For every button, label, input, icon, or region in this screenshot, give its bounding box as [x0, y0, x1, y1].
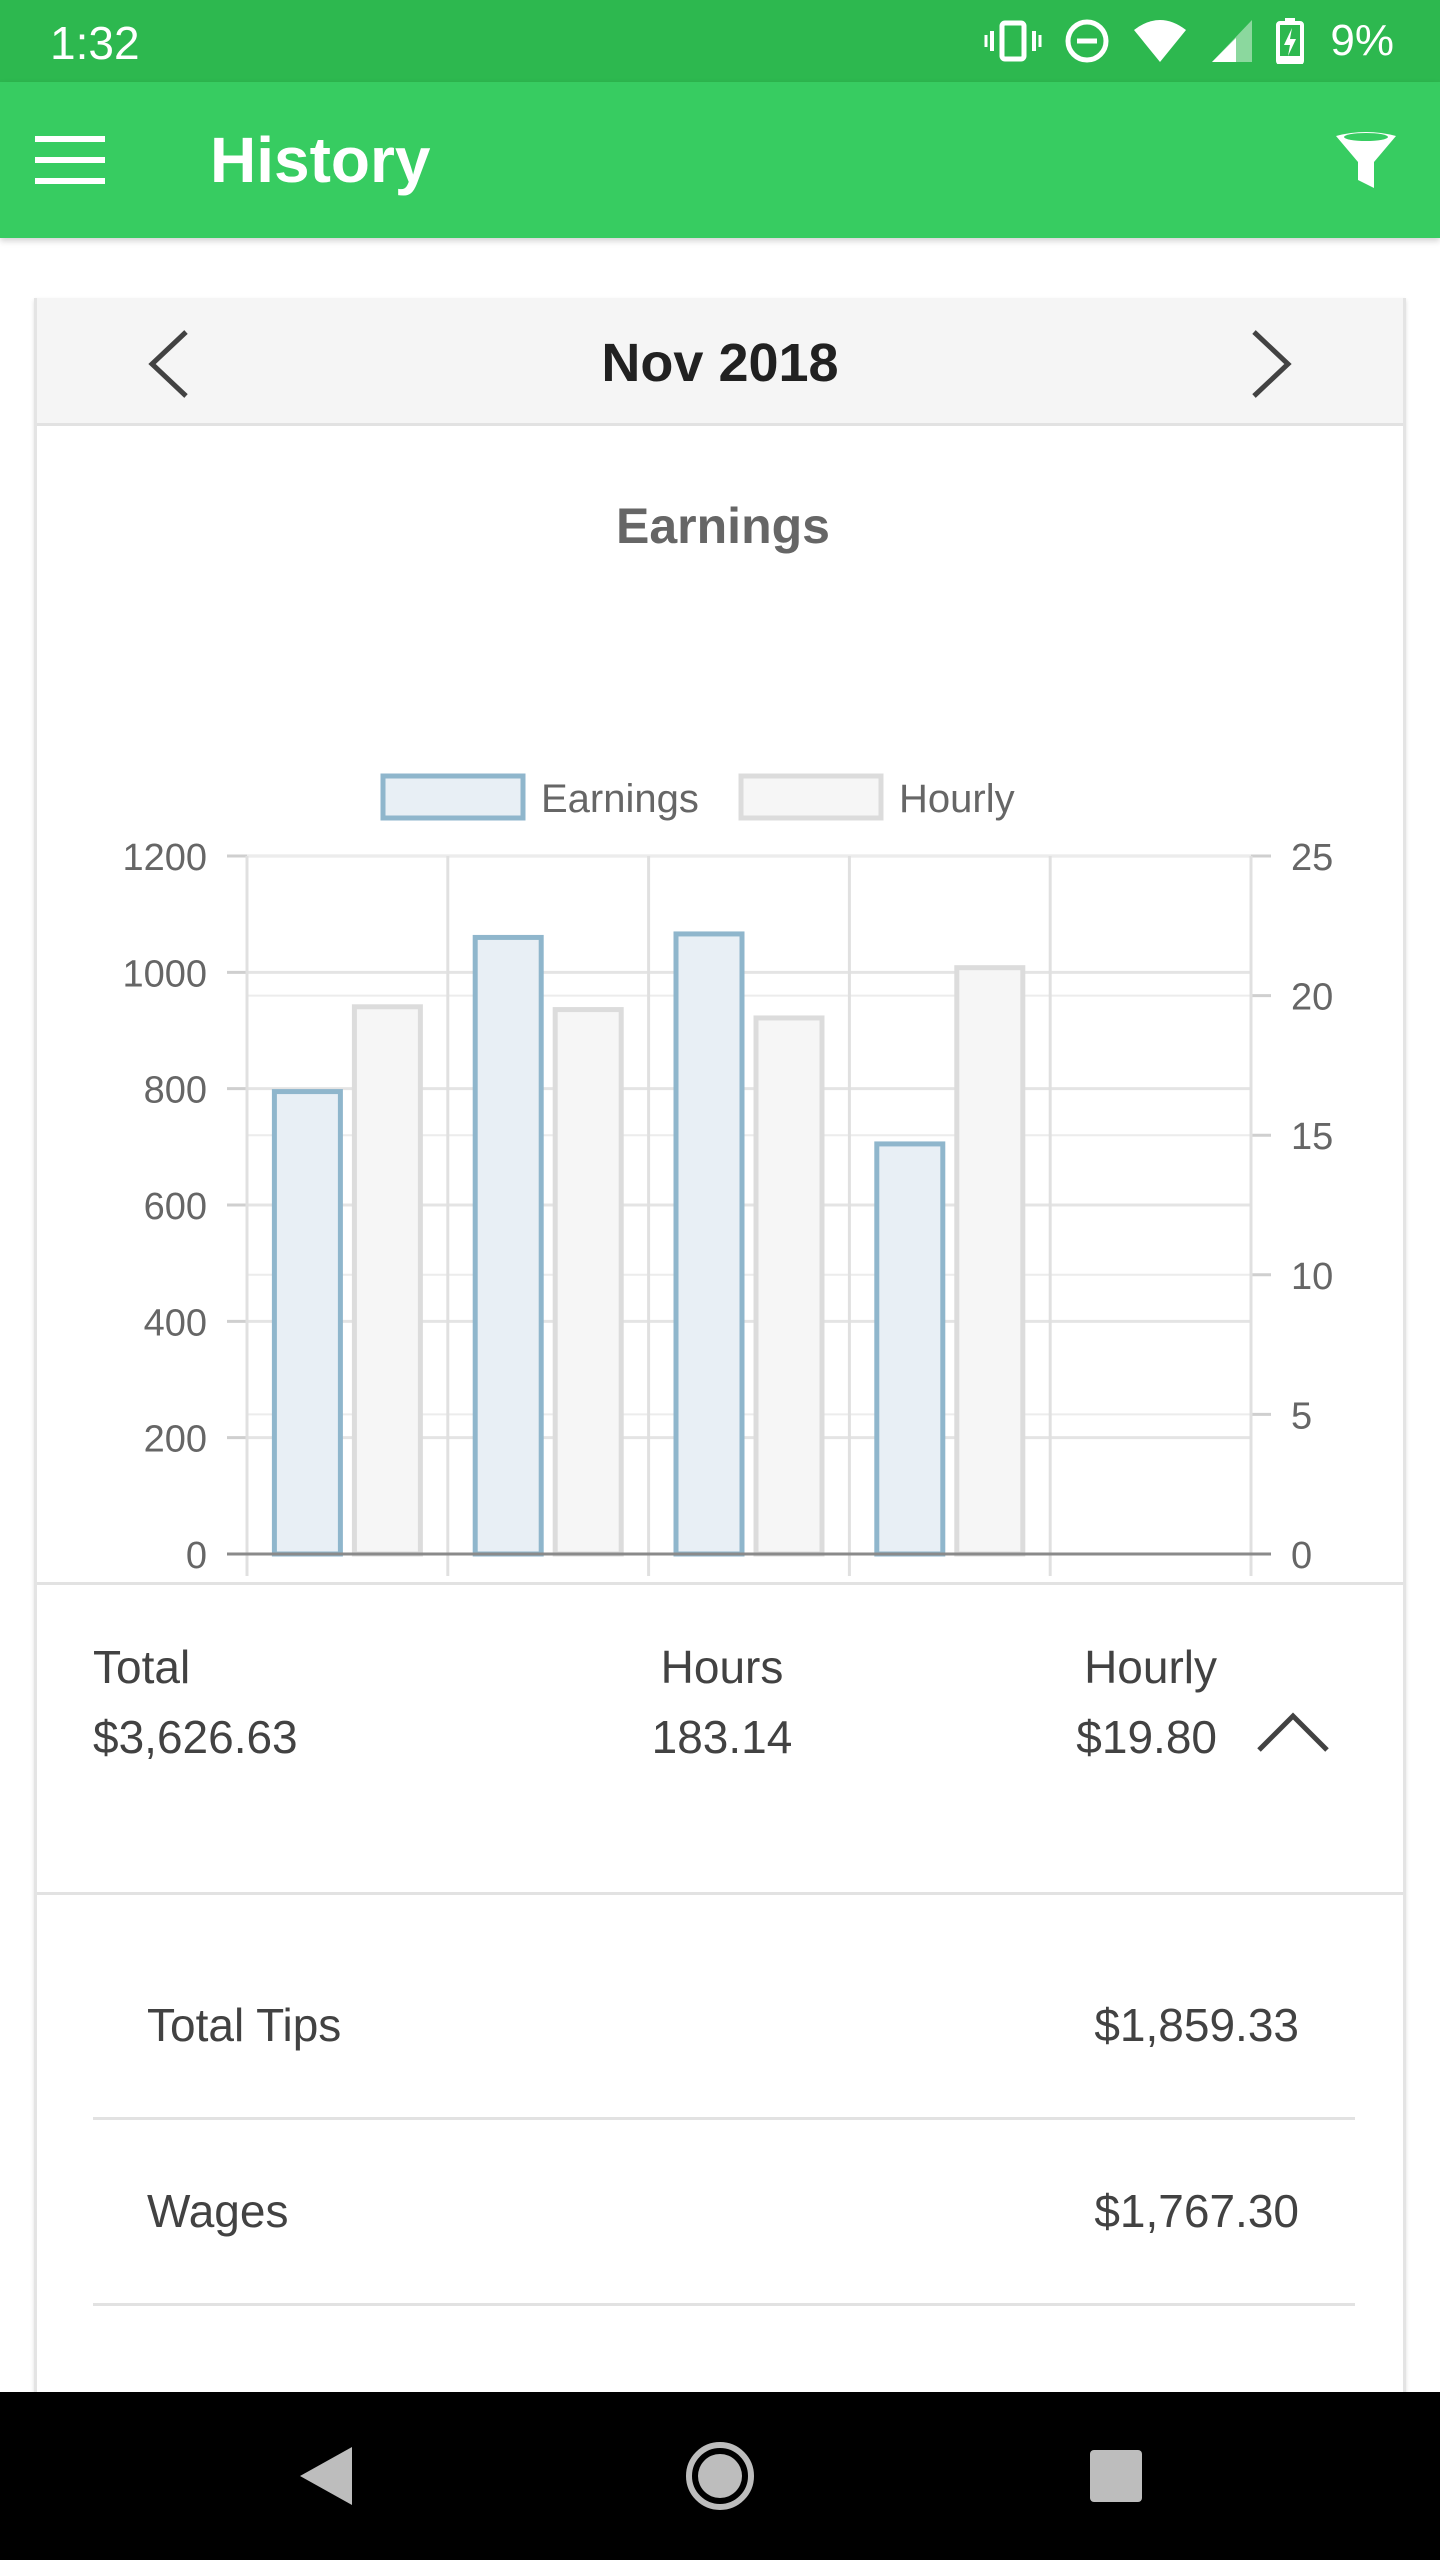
- y-right-tick-label: 20: [1291, 977, 1333, 1019]
- hourly-value: $19.80: [1076, 1711, 1217, 1763]
- bar-hourly[interactable]: [552, 1007, 624, 1557]
- y-left-tick-label: 400: [144, 1302, 207, 1344]
- chart-divider: [37, 1582, 1403, 1585]
- y-right-tick-label: 25: [1291, 837, 1333, 879]
- y-right-tick-label: 10: [1291, 1256, 1333, 1298]
- bar-earnings[interactable]: [673, 931, 745, 1557]
- breakdown-value: $1,859.33: [1094, 1999, 1299, 2051]
- y-right-tick-label: 0: [1291, 1535, 1312, 1577]
- breakdown-row-wages: Wages $1,767.30: [93, 2120, 1355, 2306]
- breakdown-value: $1,767.30: [1094, 2185, 1299, 2237]
- row-divider: [93, 2117, 1355, 2120]
- total-label: Total: [93, 1641, 191, 1693]
- total-value: $3,626.63: [93, 1711, 298, 1763]
- system-nav-bar: [0, 2392, 1440, 2560]
- home-icon: [686, 2442, 754, 2510]
- summary-divider: [37, 1892, 1403, 1895]
- legend-swatch-hourly: [738, 773, 884, 821]
- y-left-tick-label: 0: [186, 1535, 207, 1577]
- status-icons: 9%: [984, 16, 1394, 66]
- breakdown-label: Total Tips: [147, 1999, 342, 2051]
- battery-charging-icon: [1276, 18, 1305, 64]
- y-right-tick-label: 15: [1291, 1116, 1333, 1158]
- bar-hourly[interactable]: [753, 1015, 825, 1557]
- chevron-left-icon: [148, 330, 188, 398]
- y-left-tick-label: 600: [144, 1186, 207, 1228]
- legend-swatch-earnings: [380, 773, 526, 821]
- chart-title: Earnings: [616, 498, 830, 554]
- bar-earnings[interactable]: [271, 1089, 343, 1557]
- y-left-tick-label: 200: [144, 1419, 207, 1461]
- legend-label-earnings: Earnings: [541, 777, 699, 821]
- app-bar: History: [0, 82, 1440, 238]
- chart-axes: 020040060080010001200051015202510/2911/0…: [122, 837, 1333, 1577]
- do-not-disturb-icon: [1065, 19, 1109, 63]
- previous-month-button[interactable]: [123, 322, 213, 406]
- hours-value: 183.14: [651, 1711, 793, 1763]
- status-bar: 1:32: [0, 0, 1440, 82]
- chevron-right-icon: [1252, 330, 1292, 398]
- home-button[interactable]: [670, 2426, 770, 2526]
- collapse-details-button[interactable]: [1245, 1690, 1341, 1774]
- y-right-tick-label: 5: [1291, 1395, 1312, 1437]
- filter-button[interactable]: [1320, 118, 1412, 204]
- y-left-tick-label: 1000: [122, 953, 207, 995]
- chart-bars: [271, 931, 1026, 1557]
- bar-hourly[interactable]: [351, 1004, 423, 1557]
- breakdown-row-total-tips: Total Tips $1,859.33: [93, 1934, 1355, 2120]
- recents-icon: [1090, 2450, 1142, 2502]
- y-left-tick-label: 800: [144, 1070, 207, 1112]
- bar-hourly[interactable]: [954, 965, 1026, 1557]
- menu-button[interactable]: [28, 122, 112, 198]
- next-month-button[interactable]: [1227, 322, 1317, 406]
- earnings-chart: Earnings Earnings Hourly 0200400600800100…: [122, 498, 1333, 1577]
- hamburger-menu-icon: [35, 136, 105, 184]
- page-title: History: [210, 124, 431, 196]
- wifi-icon: [1134, 20, 1187, 62]
- hourly-label: Hourly: [1084, 1641, 1217, 1693]
- month-navigator: Nov 2018: [37, 298, 1403, 426]
- history-card: Nov 2018 Earnings Earnings Hourly 0 200 400…: [34, 298, 1406, 2418]
- filter-icon: [1336, 132, 1396, 188]
- back-button[interactable]: [276, 2426, 376, 2526]
- battery-percent: 9%: [1330, 16, 1394, 65]
- back-icon: [300, 2447, 352, 2505]
- vibrate-icon: [984, 20, 1042, 62]
- bar-earnings[interactable]: [874, 1141, 946, 1557]
- bar-earnings[interactable]: [472, 934, 544, 1557]
- month-title: Nov 2018: [601, 333, 839, 393]
- cell-signal-icon: [1212, 20, 1253, 62]
- y-left-tick-label: 1200: [122, 837, 207, 879]
- legend-label-hourly: Hourly: [899, 777, 1015, 821]
- recents-button[interactable]: [1066, 2426, 1166, 2526]
- row-divider: [93, 2303, 1355, 2306]
- status-time: 1:32: [50, 17, 140, 69]
- breakdown-label: Wages: [147, 2185, 289, 2237]
- chart-legend: Earnings Hourly: [380, 773, 1015, 821]
- hours-label: Hours: [660, 1641, 784, 1693]
- chevron-up-icon: [1257, 1712, 1329, 1752]
